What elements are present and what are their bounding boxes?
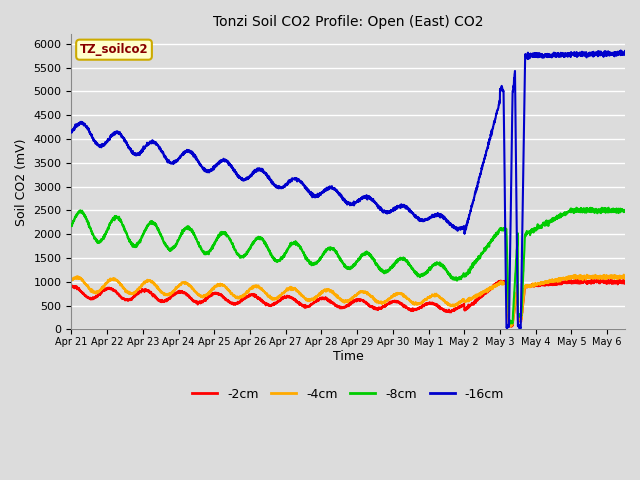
Legend: -2cm, -4cm, -8cm, -16cm: -2cm, -4cm, -8cm, -16cm xyxy=(188,383,509,406)
Y-axis label: Soil CO2 (mV): Soil CO2 (mV) xyxy=(15,138,28,226)
X-axis label: Time: Time xyxy=(333,350,364,363)
Title: Tonzi Soil CO2 Profile: Open (East) CO2: Tonzi Soil CO2 Profile: Open (East) CO2 xyxy=(213,15,483,29)
Text: TZ_soilco2: TZ_soilco2 xyxy=(80,43,148,56)
